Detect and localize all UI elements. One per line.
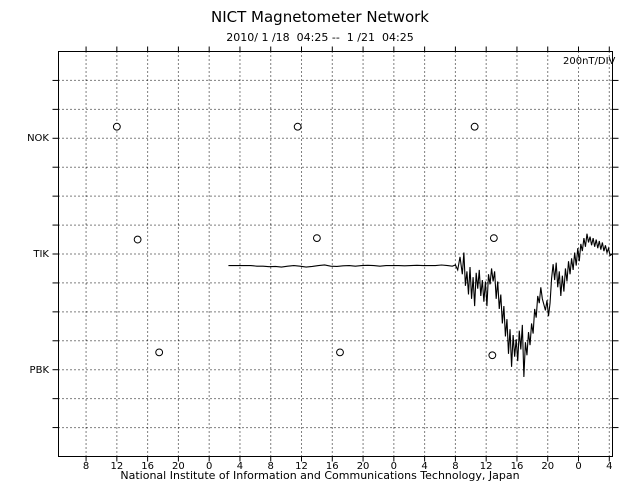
x-axis-tick-label: 12 (479, 461, 493, 472)
y-axis-station-label-tik: TIK (33, 249, 49, 260)
x-axis-tick-label: 4 (236, 461, 244, 472)
station-marker-pbk (293, 122, 302, 131)
x-axis-tick-label: 12 (110, 461, 124, 472)
x-axis-tick-label: 8 (452, 461, 459, 472)
x-axis-tick-label: 0 (575, 461, 582, 472)
x-axis-tick-label: 16 (325, 461, 339, 472)
station-markers (112, 122, 498, 360)
plot-frame-border (58, 51, 613, 457)
station-marker-nok (488, 351, 497, 360)
grid-lines (58, 51, 613, 457)
x-axis-tick-label: 20 (172, 461, 185, 472)
x-axis-tick-label: 20 (356, 461, 370, 472)
x-axis-tick-label: 0 (205, 461, 213, 472)
station-marker-tik (133, 235, 142, 244)
magnetogram-traces (228, 233, 613, 377)
x-axis-tick-label: 12 (295, 461, 308, 472)
station-marker-nok (155, 348, 164, 357)
footer-credit: National Institute of Information and Co… (120, 469, 520, 482)
x-axis-tick-label: 4 (421, 461, 428, 472)
station-marker-nok (336, 348, 344, 357)
x-axis-tick-label: 8 (82, 461, 90, 472)
x-axis-tick-label: 0 (390, 461, 398, 472)
station-marker-tik (489, 234, 498, 242)
station-marker-pbk (112, 122, 121, 131)
chart-subtitle-timerange: 2010/ 1 /18 04:25 -- 1 /21 04:25 (226, 31, 414, 44)
y-axis-station-label-nok: NOK (27, 133, 49, 145)
x-axis-tick-label: 4 (606, 461, 613, 472)
x-axis-tick-label: 16 (510, 461, 524, 472)
station-marker-tik (313, 234, 321, 242)
station-marker-pbk (470, 122, 479, 131)
x-axis-tick-label: 8 (267, 461, 274, 472)
y-axis-station-label-pbk: PBK (29, 364, 49, 376)
chart-title: NICT Magnetometer Network (210, 8, 429, 26)
x-axis-tick-label: 20 (541, 461, 555, 472)
axis-ticks (52, 46, 619, 462)
trace-tik (228, 233, 613, 377)
scale-annotation: 200nT/DIV (563, 56, 616, 67)
x-axis-tick-label: 16 (141, 461, 154, 472)
